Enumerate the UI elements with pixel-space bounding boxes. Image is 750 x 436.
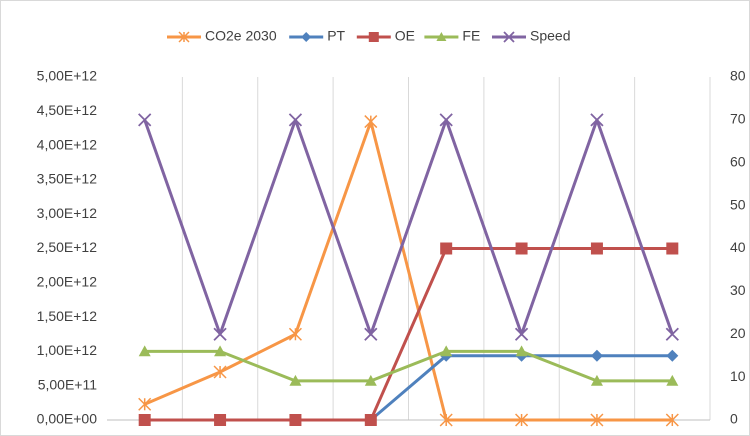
data-point — [214, 345, 227, 357]
legend-marker — [178, 31, 190, 43]
data-point — [666, 242, 679, 255]
data-point — [213, 365, 227, 379]
y2-tick-label: 20 — [730, 325, 746, 341]
y-tick-label: 2,50E+12 — [37, 239, 98, 255]
x-tick-label: 7 — [593, 433, 601, 436]
data-point — [138, 414, 151, 426]
data-point — [665, 327, 679, 341]
data-point — [665, 413, 679, 427]
y-tick-label: 2,00E+12 — [37, 274, 98, 290]
x-tick-label: 8 — [668, 433, 676, 436]
y-tick-label: 1,50E+12 — [37, 308, 98, 324]
x-tick-label: 5 — [442, 433, 450, 436]
series-line — [144, 349, 673, 383]
data-point — [213, 327, 227, 341]
data-point — [666, 349, 679, 362]
series-line — [143, 118, 674, 336]
x-tick-label: 2 — [216, 433, 224, 436]
legend-label: FE — [462, 28, 480, 44]
data-point — [138, 345, 151, 357]
y2-tick-label: 70 — [730, 111, 746, 127]
y2-tick-label: 10 — [730, 368, 746, 384]
legend-label: CO2e 2030 — [205, 28, 277, 44]
data-point — [214, 414, 227, 426]
data-point — [289, 414, 302, 426]
y2-tick-label: 0 — [730, 411, 738, 427]
y2-tick-label: 50 — [730, 196, 746, 212]
data-point — [590, 242, 603, 255]
legend-marker — [436, 32, 447, 41]
data-point — [515, 242, 528, 255]
data-point — [440, 345, 453, 357]
data-point — [590, 413, 604, 427]
y-tick-label: 5,00E+12 — [37, 68, 98, 84]
legend-marker — [503, 31, 515, 43]
data-point — [514, 327, 529, 341]
y-tick-label: 4,00E+12 — [37, 136, 98, 152]
y2-tick-label: 40 — [730, 239, 746, 255]
data-point — [439, 113, 453, 127]
series-line — [144, 247, 673, 422]
data-point — [138, 397, 152, 411]
y2-tick-label: 30 — [730, 282, 746, 298]
legend-marker — [301, 32, 312, 42]
data-point — [590, 113, 604, 127]
data-point — [515, 413, 529, 427]
data-point — [138, 113, 152, 127]
data-point — [440, 242, 453, 255]
x-tick-label: 1 — [141, 433, 149, 436]
data-point — [364, 414, 377, 426]
y2-tick-label: 60 — [730, 153, 746, 169]
y-tick-label: 0,00E+00 — [37, 411, 98, 427]
data-point — [364, 327, 378, 341]
series-line — [144, 120, 673, 422]
legend-label: OE — [395, 28, 415, 44]
legend-label: Speed — [530, 28, 570, 44]
y2-tick-label: 80 — [730, 68, 746, 84]
data-point — [288, 327, 302, 341]
data-point — [515, 345, 528, 357]
legend-label: PT — [327, 28, 345, 44]
data-point — [288, 113, 303, 127]
y-tick-label: 1,00E+12 — [37, 342, 98, 358]
y-tick-label: 4,50E+12 — [37, 102, 98, 118]
data-point — [666, 374, 679, 386]
x-tick-label: 3 — [292, 433, 300, 436]
x-tick-label: 6 — [518, 433, 526, 436]
data-point — [364, 374, 377, 386]
data-point — [590, 374, 603, 386]
legend-marker — [368, 32, 379, 42]
data-point — [439, 413, 453, 427]
y-tick-label: 3,00E+12 — [37, 205, 98, 221]
data-point — [364, 115, 378, 129]
data-point — [289, 374, 302, 386]
data-point — [590, 349, 603, 362]
y-tick-label: 3,50E+12 — [37, 171, 98, 187]
y-tick-label: 5,00E+11 — [38, 376, 98, 392]
x-tick-label: 4 — [367, 433, 375, 436]
